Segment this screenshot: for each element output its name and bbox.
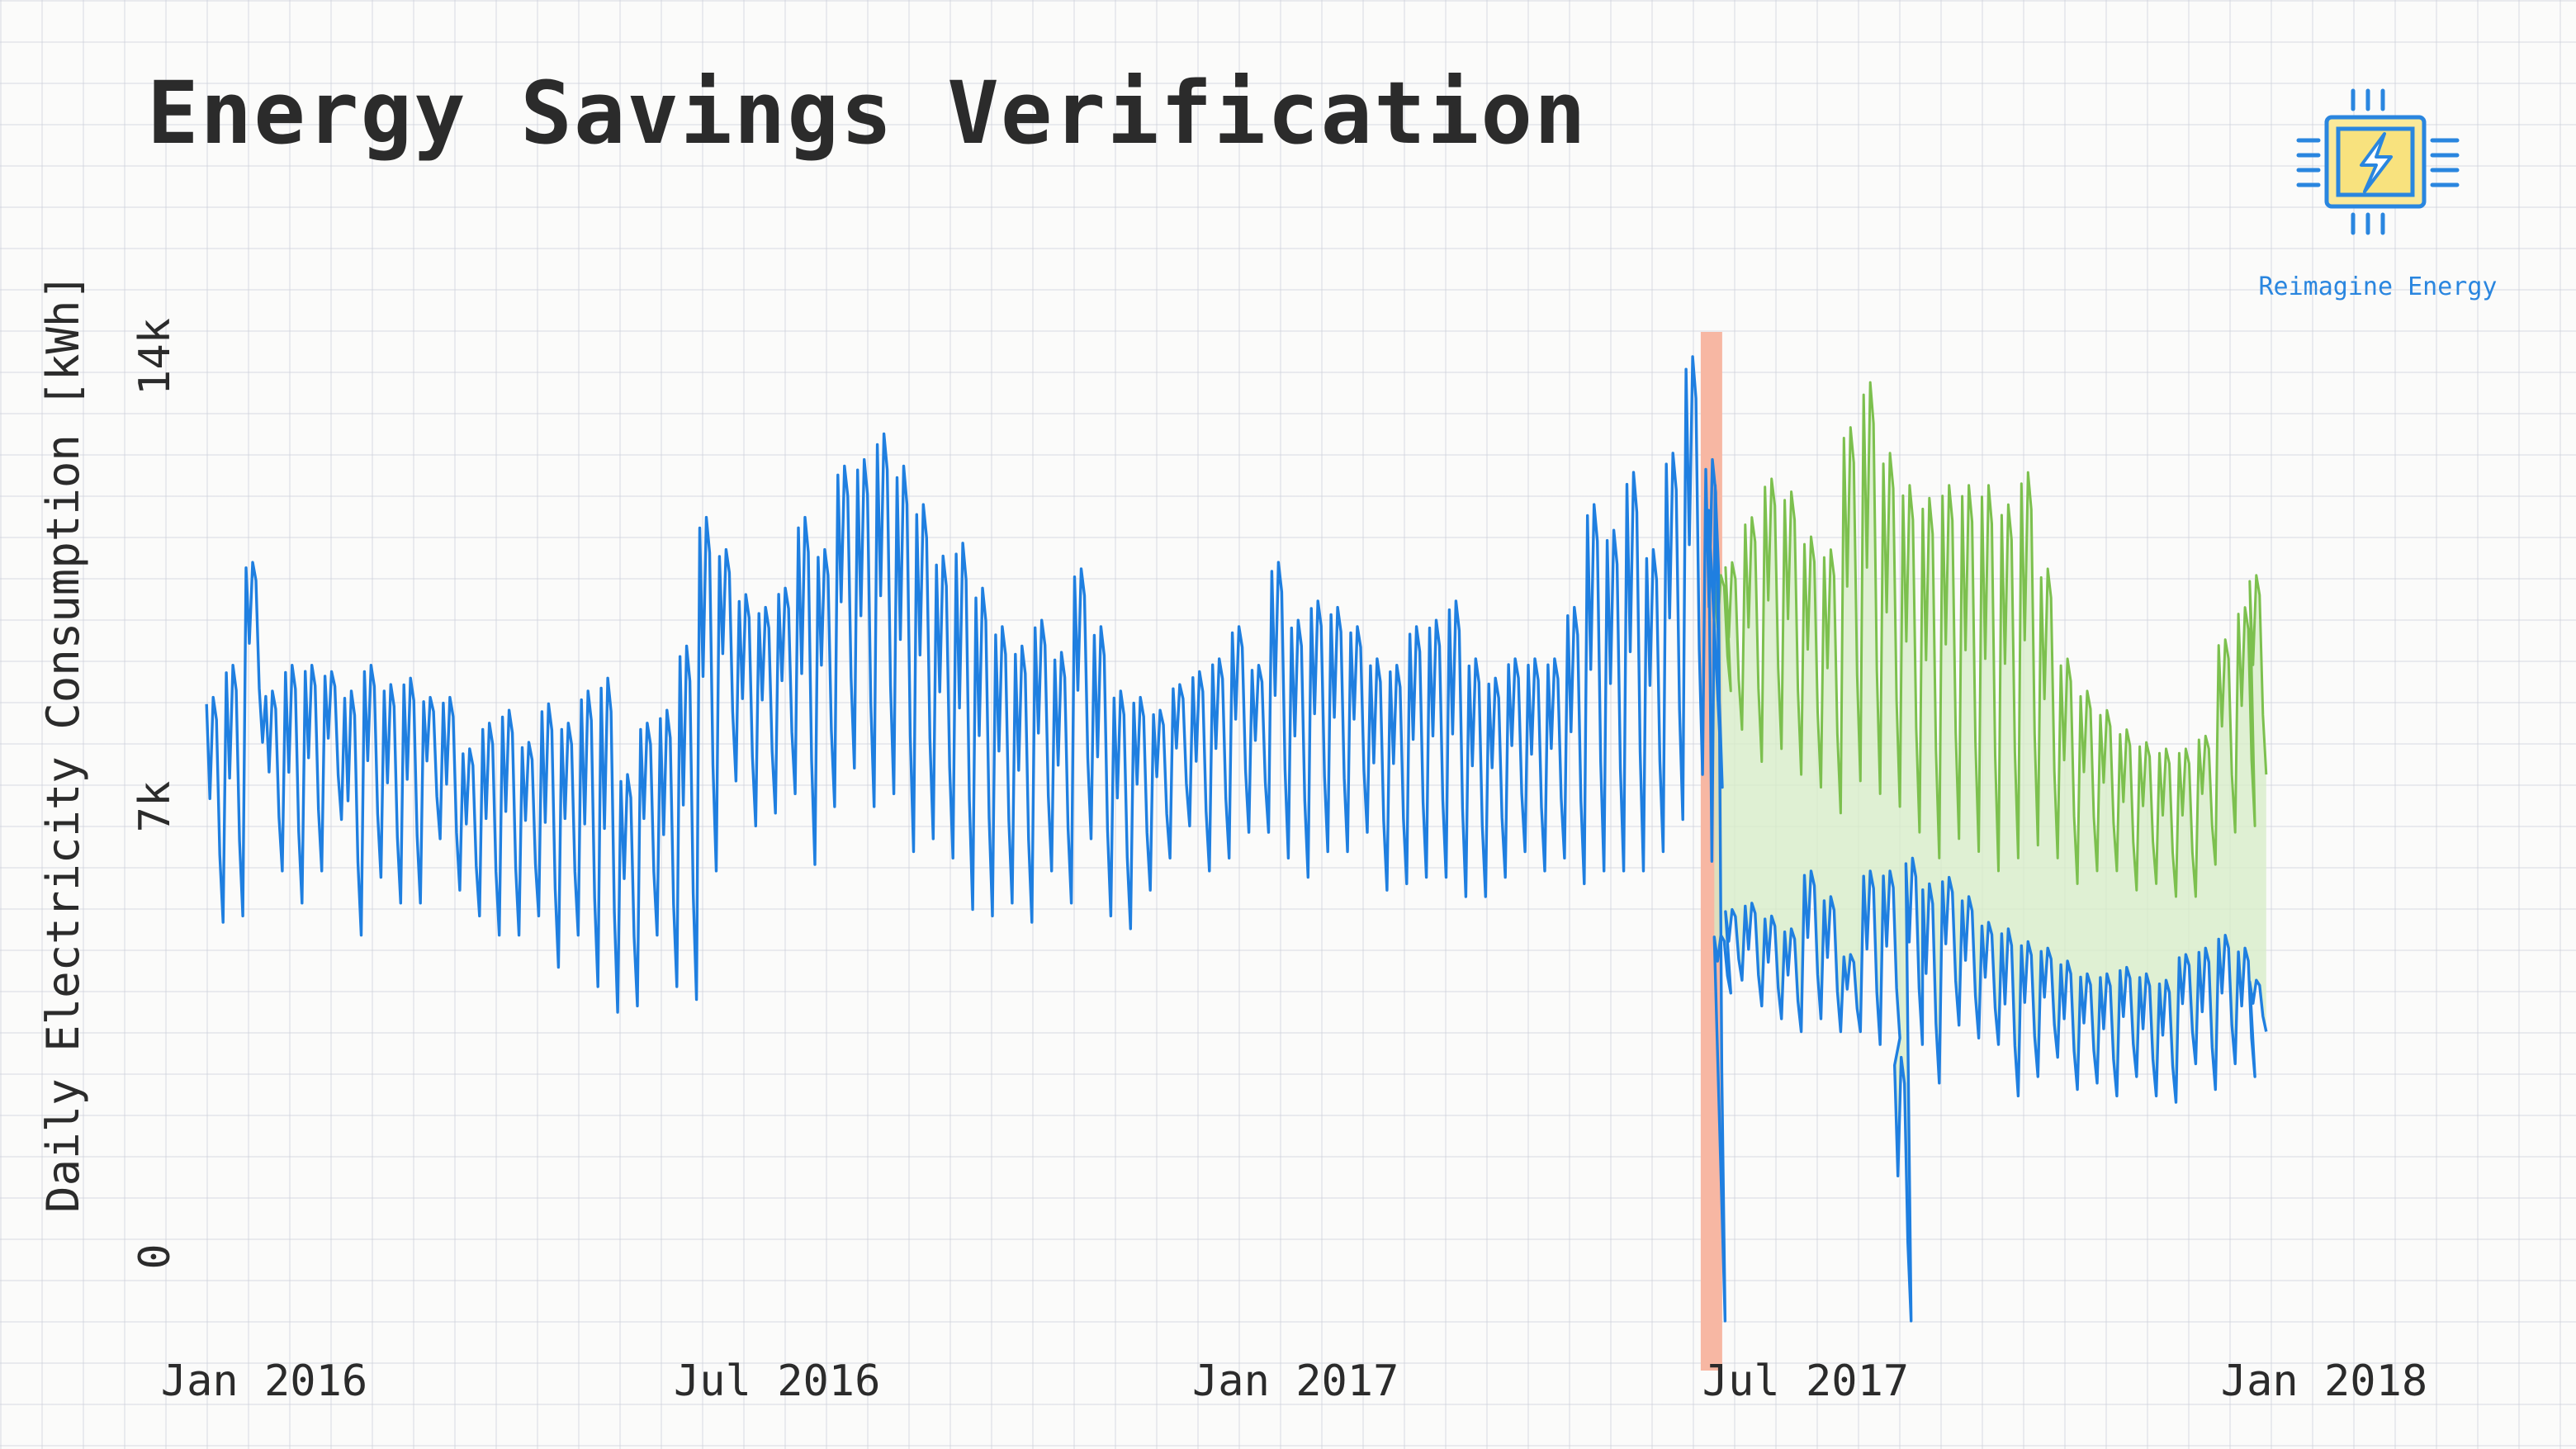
y-tick-label: 7k [130, 781, 180, 833]
x-axis: Jan 2016 Jul 2016 Jan 2017 Jul 2017 Jan 2018 [161, 1357, 2427, 1406]
x-tick-label: Jan 2016 [161, 1357, 367, 1406]
x-tick-label: Jan 2018 [2221, 1357, 2427, 1406]
lightning-chip-icon [2296, 88, 2460, 235]
x-tick-label: Jul 2017 [1702, 1357, 1909, 1406]
y-tick-label: 14k [130, 318, 180, 395]
brand-name: Reimagine Energy [2258, 272, 2498, 301]
y-tick-label: 0 [130, 1243, 180, 1269]
x-tick-label: Jan 2017 [1192, 1357, 1399, 1406]
savings-area [1714, 382, 2266, 1321]
y-axis-title: Daily Electricity Consumption [kWh] [37, 273, 89, 1213]
series-line-actual [205, 355, 2268, 1323]
y-axis: 0 7k 14k [130, 318, 180, 1270]
series-line-baseline [1712, 381, 2268, 898]
x-tick-label: Jul 2016 [674, 1357, 880, 1406]
chart-title: Energy Savings Verification [147, 63, 1588, 163]
